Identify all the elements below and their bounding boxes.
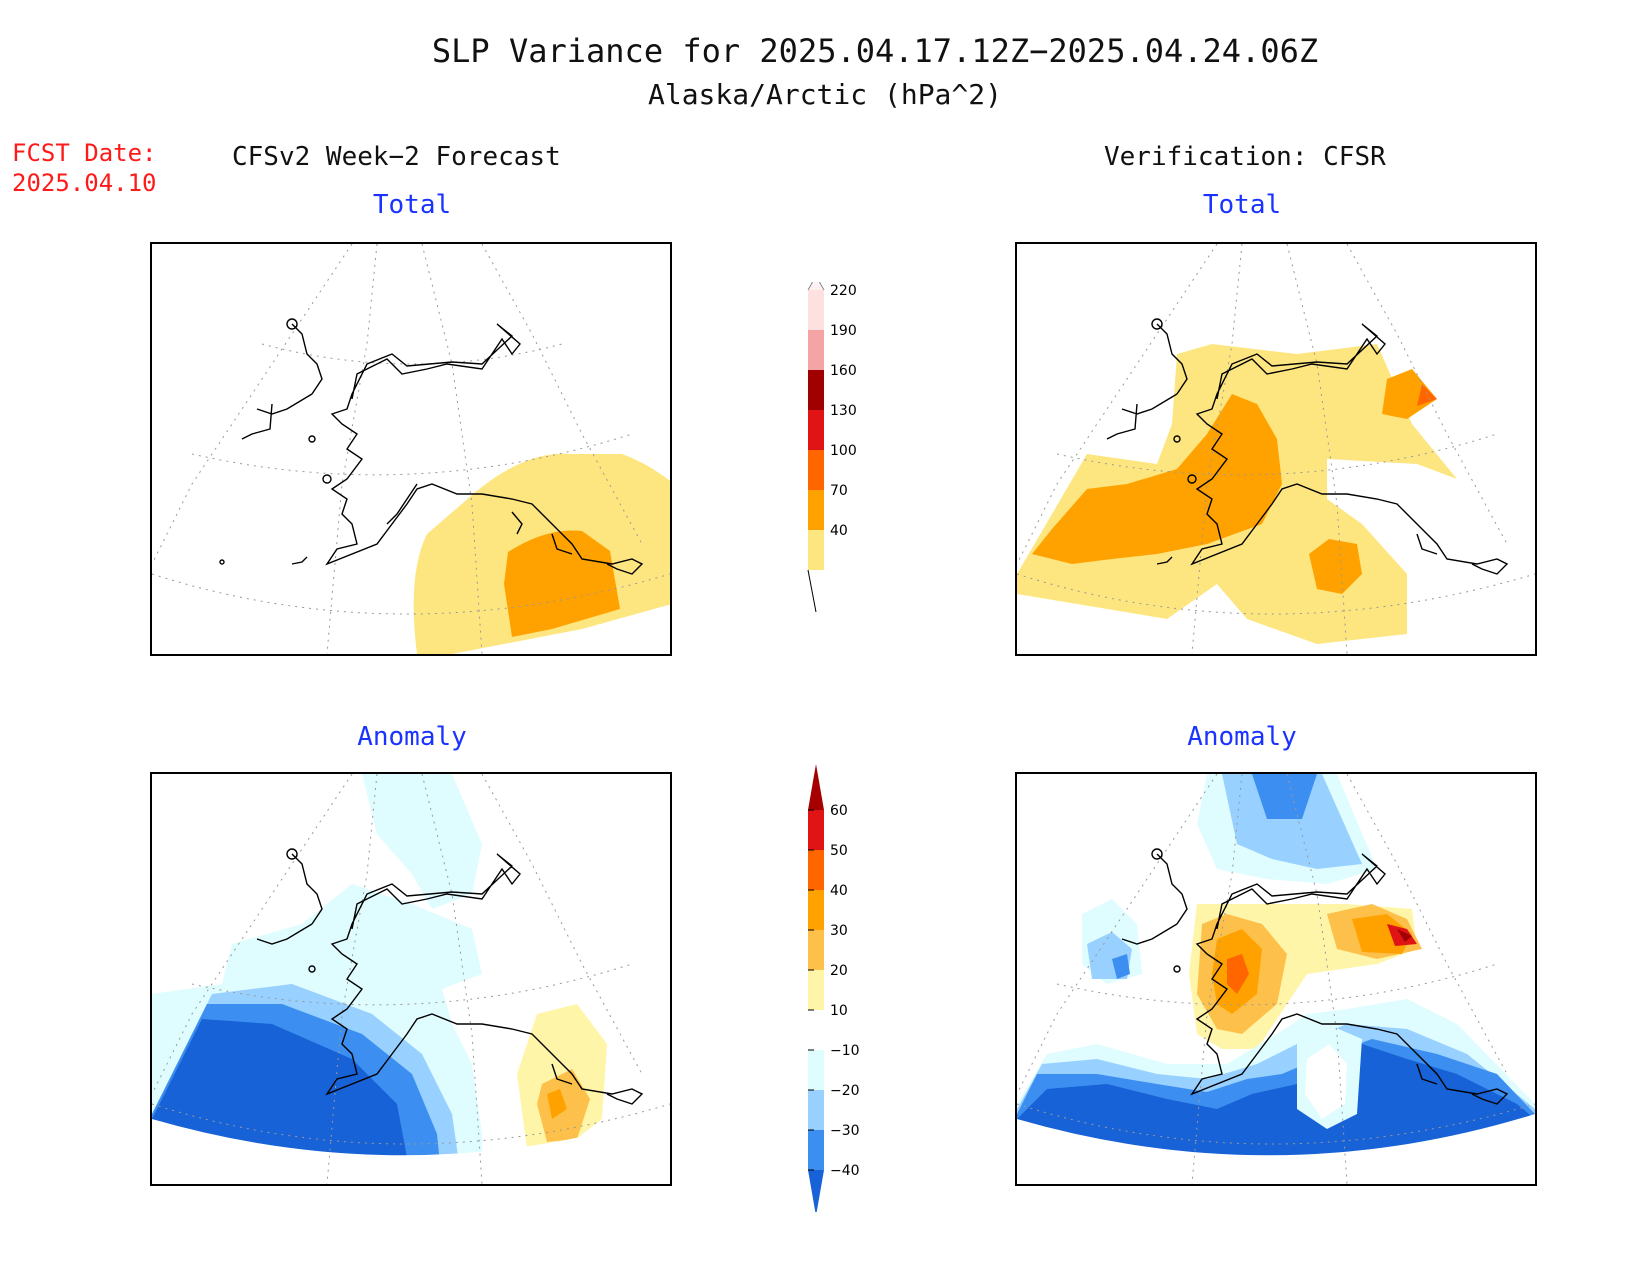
colorbar-anomaly-swatch <box>808 1170 824 1212</box>
colorbar-total-tick-label: 160 <box>830 363 857 379</box>
colorbar-anomaly-tick-label: 40 <box>830 883 848 899</box>
colorbar-anomaly-tick-label: −30 <box>830 1123 860 1139</box>
colorbar-anomaly-swatch <box>808 1130 824 1170</box>
forecast-anomaly-map <box>150 772 672 1186</box>
verification-anomaly-title: Anomaly <box>1187 722 1297 752</box>
colorbar-anomaly-swatch <box>808 1010 824 1050</box>
colorbar-total-tick-label: 130 <box>830 403 857 419</box>
forecast-date: FCST Date: 2025.04.10 <box>12 138 172 198</box>
verification-anomaly-map <box>1015 772 1537 1186</box>
colorbar-anomaly-tick-label: 50 <box>830 843 848 859</box>
colorbar-total-top-arrow <box>807 282 825 291</box>
chart-subtitle: Alaska/Arctic (hPa^2) <box>647 78 1002 111</box>
colorbar-total-swatch <box>808 450 824 490</box>
colorbar-anomaly-tick-label: −10 <box>830 1043 860 1059</box>
colorbar-anomaly-swatch <box>808 850 824 890</box>
colorbar-total-tick-label: 220 <box>830 283 857 299</box>
colorbar-total-swatch <box>808 530 824 570</box>
colorbar-anomaly-tick-label: −20 <box>830 1083 860 1099</box>
forecast-date-value: 2025.04.10 <box>12 169 157 197</box>
colorbar-total-bottom-arrow <box>807 569 817 612</box>
verification-column-heading: Verification: CFSR <box>1104 142 1386 172</box>
colorbar-anomaly-swatch <box>808 930 824 970</box>
forecast-date-label: FCST Date: <box>12 139 157 167</box>
colorbar-total-swatch <box>808 490 824 530</box>
colorbar-total-swatch <box>808 290 824 330</box>
colorbar-total-tick-label: 100 <box>830 443 857 459</box>
forecast-total-title: Total <box>372 190 452 220</box>
colorbar-total-tick-label: 70 <box>830 483 848 499</box>
colorbar-total-tick-label: 40 <box>830 523 848 539</box>
colorbar-anomaly-swatch <box>808 970 824 1010</box>
forecast-column-heading: CFSv2 Week−2 Forecast <box>232 142 561 172</box>
chart-title: SLP Variance for 2025.04.17.12Z−2025.04.… <box>431 32 1319 70</box>
colorbar-anomaly-tick-label: 10 <box>830 1003 848 1019</box>
colorbar-anomaly-swatch <box>808 1090 824 1130</box>
forecast-total-map <box>150 242 672 656</box>
colorbar-anomaly-tick-label: 60 <box>830 803 848 819</box>
colorbar-anomaly-swatch <box>808 764 824 810</box>
colorbar-anomaly-swatch <box>808 890 824 930</box>
colorbar-anomaly-swatch <box>808 810 824 850</box>
colorbar-total-swatch <box>808 370 824 410</box>
colorbar-anomaly-tick-label: −40 <box>830 1163 860 1179</box>
total-colorbar: 40 70 100 130 160 190 220 <box>807 282 857 612</box>
verification-total-title: Total <box>1202 190 1282 220</box>
verification-total-map <box>1015 242 1537 656</box>
colorbar-anomaly-tick-label: 20 <box>830 963 848 979</box>
colorbar-anomaly-swatch <box>808 1050 824 1090</box>
colorbar-total-swatch <box>808 330 824 370</box>
forecast-anomaly-title: Anomaly <box>357 722 467 752</box>
colorbar-anomaly-tick-label: 30 <box>830 923 848 939</box>
anomaly-colorbar: 60 50 40 30 20 10 −10 −20 −30 −40 <box>808 764 860 1212</box>
colorbar-total-tick-label: 190 <box>830 323 857 339</box>
colorbar-total-swatch <box>808 410 824 450</box>
